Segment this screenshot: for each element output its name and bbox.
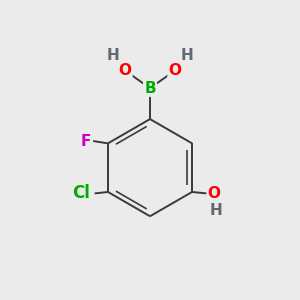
Text: B: B: [144, 81, 156, 96]
Text: O: O: [169, 63, 182, 78]
Text: H: H: [180, 48, 193, 63]
Text: Cl: Cl: [73, 184, 90, 202]
Text: F: F: [81, 134, 91, 148]
Text: H: H: [209, 203, 222, 218]
Text: O: O: [208, 186, 221, 201]
Text: O: O: [118, 63, 131, 78]
Text: H: H: [107, 48, 120, 63]
